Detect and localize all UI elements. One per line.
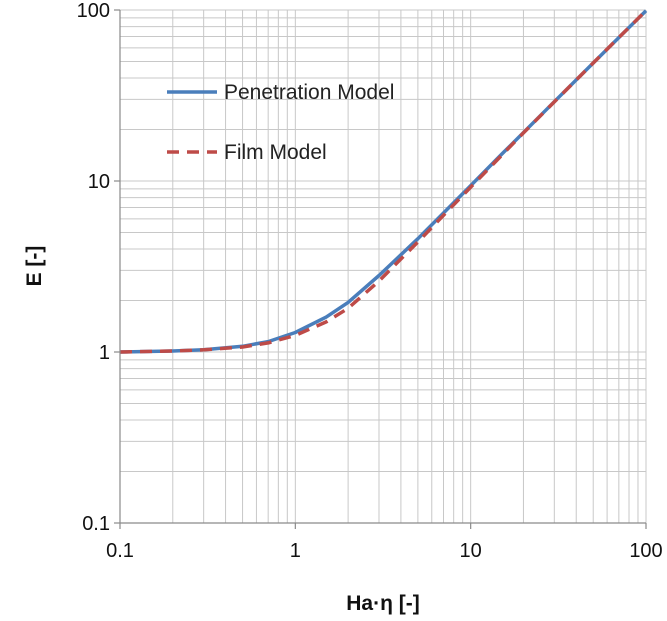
y-tick-label: 10 [88, 171, 110, 193]
legend-label-penetration-model: Penetration Model [224, 81, 394, 104]
grid [119, 9, 647, 524]
y-tick-label: 0.1 [82, 513, 110, 535]
axes [114, 9, 647, 529]
x-axis-title: Ha·η [-] [346, 592, 419, 615]
x-tick-label: 0.1 [106, 540, 134, 562]
x-tick-label: 10 [460, 540, 482, 562]
series-line-film-model [119, 9, 648, 354]
y-tick-label: 1 [99, 342, 110, 364]
y-tick-label: 100 [77, 0, 110, 22]
y-axis-title: E [-] [23, 246, 46, 287]
legend-label-film-model: Film Model [224, 141, 327, 164]
series-layer [119, 9, 648, 354]
tick-labels: 0.1 1 10 100 0.1 1 10 100 [77, 0, 663, 562]
legend: Penetration Model Film Model [167, 81, 394, 164]
x-tick-label: 100 [629, 540, 662, 562]
x-tick-label: 1 [290, 540, 301, 562]
